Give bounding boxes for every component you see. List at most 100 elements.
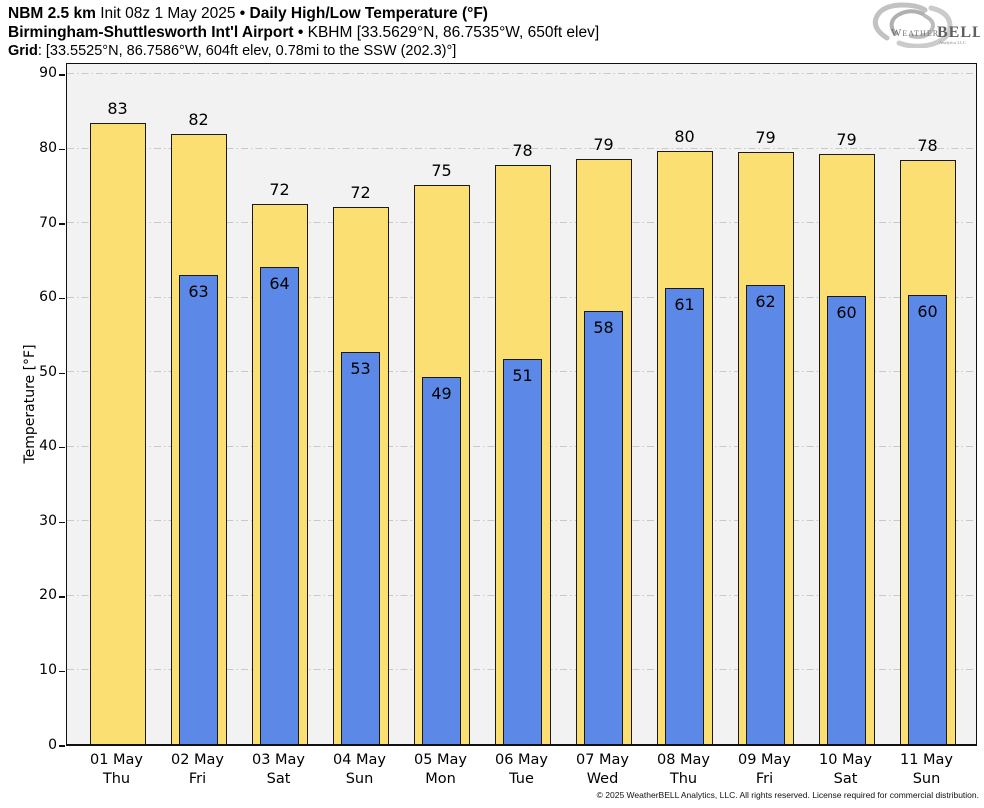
plot-area: 83 82 63 72 64 72 53 75 49 78 51 79 58 80 61 79 62 79 60 78… <box>66 63 977 746</box>
bullet-separator: • <box>239 5 246 22</box>
y-tick-mark <box>59 148 65 151</box>
y-tick-label: 90 <box>39 65 57 82</box>
y-tick-label: 0 <box>48 736 57 753</box>
x-tick-label: 05 May Mon <box>396 751 486 789</box>
x-label-day: Sat <box>833 771 858 787</box>
low-bar <box>422 377 461 744</box>
grid-label: Grid <box>8 43 38 59</box>
x-tick-label: 04 May Sun <box>315 751 405 789</box>
high-value-label: 80 <box>674 127 695 147</box>
title-line-3: Grid: [33.5525°N, 86.7586°W, 604ft elev,… <box>8 42 599 61</box>
grid-details: : [33.5525°N, 86.7586°W, 604ft elev, 0.7… <box>37 43 457 59</box>
logo-swirl-icon: Weather BELL Analytics LLC <box>872 2 983 49</box>
x-label-day: Mon <box>425 771 456 787</box>
high-value-label: 78 <box>917 136 938 156</box>
low-value-label: 64 <box>269 273 290 293</box>
y-tick-mark <box>59 596 65 598</box>
logo-subtitle: Analytics LLC <box>939 40 966 45</box>
high-value-label: 82 <box>188 110 209 130</box>
low-value-label: 53 <box>350 358 371 378</box>
y-tick-mark <box>59 521 65 523</box>
y-tick-mark <box>59 297 65 300</box>
x-tick-label: 03 May Sat <box>234 751 324 789</box>
x-label-day: Sun <box>345 771 374 787</box>
y-tick-label: 10 <box>39 661 57 678</box>
x-label-day: Fri <box>755 771 774 787</box>
low-value-label: 49 <box>431 384 452 404</box>
x-label-date: 04 May <box>332 752 387 768</box>
y-tick-mark <box>59 447 65 449</box>
low-value-label: 60 <box>917 302 938 322</box>
low-bar <box>827 295 866 744</box>
y-tick-mark <box>59 670 65 673</box>
chart-header: NBM 2.5 km Init 08z 1 May 2025 • Daily H… <box>8 5 599 61</box>
x-tick-label: 09 May Fri <box>720 751 810 789</box>
weatherbell-logo: Weather BELL Analytics LLC <box>865 2 983 52</box>
y-tick-label: 30 <box>39 512 57 529</box>
x-tick-label: 06 May Tue <box>477 751 567 789</box>
low-value-label: 63 <box>188 282 209 302</box>
low-value-label: 51 <box>512 366 533 386</box>
x-label-date: 01 May <box>89 752 144 768</box>
y-tick-label: 70 <box>39 214 57 231</box>
low-value-label: 62 <box>755 292 776 312</box>
x-label-date: 11 May <box>899 752 954 768</box>
chart-title: Daily High/Low Temperature (°F) <box>249 5 488 22</box>
high-value-label: 79 <box>755 128 776 147</box>
low-bar <box>584 310 623 744</box>
x-label-day: Sat <box>266 771 291 787</box>
x-tick-label: 02 May Fri <box>153 751 243 789</box>
low-bar <box>260 266 299 744</box>
low-bar <box>746 285 785 744</box>
title-line-2: Birmingham-Shuttlesworth Int'l Airport •… <box>8 24 599 43</box>
low-value-label: 58 <box>593 317 614 337</box>
x-label-date: 02 May <box>170 752 225 768</box>
x-label-date: 08 May <box>656 752 711 768</box>
model-name: NBM 2.5 km <box>8 5 96 22</box>
high-value-label: 72 <box>269 180 290 200</box>
y-tick-mark <box>59 745 65 747</box>
x-label-date: 05 May <box>413 752 468 768</box>
low-bar <box>908 295 947 744</box>
high-value-label: 79 <box>593 134 614 154</box>
gridline <box>67 72 976 74</box>
low-value-label: 61 <box>674 295 695 315</box>
x-label-date: 09 May <box>737 752 792 768</box>
high-value-label: 72 <box>350 183 371 203</box>
x-tick-label: 11 May Sun <box>882 751 972 789</box>
y-tick-label: 40 <box>39 438 57 455</box>
station-name: Birmingham-Shuttlesworth Int'l Airport <box>8 23 294 41</box>
x-label-day: Thu <box>102 771 131 787</box>
low-bar <box>503 359 542 744</box>
y-tick-mark <box>59 372 65 374</box>
x-label-day: Wed <box>586 771 619 787</box>
y-tick-label: 20 <box>39 587 57 604</box>
y-tick-label: 80 <box>39 140 57 157</box>
title-line-1: NBM 2.5 km Init 08z 1 May 2025 • Daily H… <box>8 5 599 24</box>
x-tick-label: 07 May Wed <box>558 751 648 789</box>
y-tick-label: 60 <box>39 289 57 306</box>
x-label-date: 07 May <box>575 752 630 768</box>
x-tick-label: 08 May Thu <box>639 751 729 789</box>
x-label-day: Fri <box>188 771 207 787</box>
x-label-date: 06 May <box>494 752 549 768</box>
station-details: KBHM [33.5629°N, 86.7535°W, 650ft elev] <box>307 23 600 41</box>
x-label-day: Thu <box>669 771 698 787</box>
init-time: Init 08z 1 May 2025 <box>100 5 236 22</box>
x-label-date: 10 May <box>818 752 873 768</box>
high-bar <box>89 122 146 744</box>
gridline <box>67 147 976 149</box>
high-value-label: 75 <box>431 160 452 180</box>
low-bar <box>341 351 380 744</box>
low-value-label: 60 <box>836 302 857 322</box>
copyright-notice: © 2025 WeatherBELL Analytics, LLC. All r… <box>596 790 979 800</box>
high-value-label: 78 <box>512 140 533 160</box>
x-tick-label: 10 May Sat <box>801 751 891 789</box>
y-tick-label: 50 <box>39 363 57 380</box>
y-tick-mark <box>59 74 65 76</box>
bullet-separator: • <box>297 23 304 41</box>
x-label-day: Tue <box>509 771 534 787</box>
low-bar <box>665 288 704 744</box>
low-bar <box>179 275 218 744</box>
